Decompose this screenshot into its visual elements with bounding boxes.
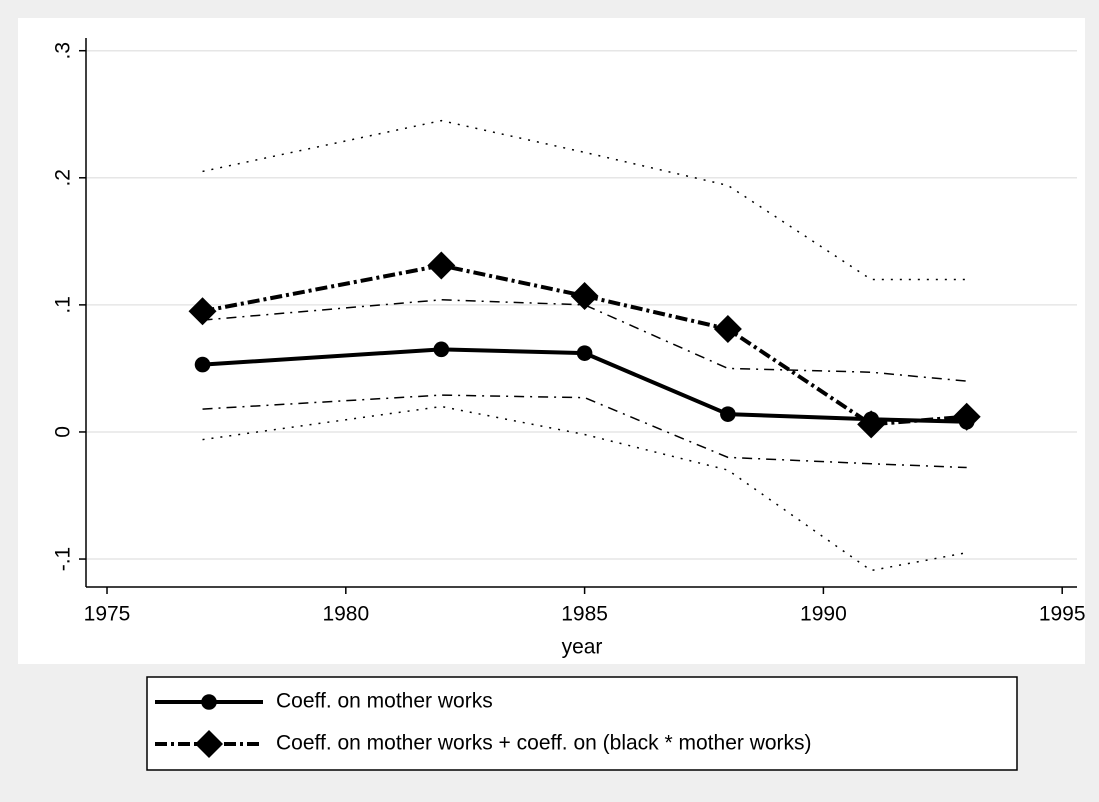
x-tick-label: 1995: [1039, 603, 1086, 626]
y-tick-label: .1: [52, 296, 75, 314]
marker: [576, 345, 593, 361]
marker: [570, 281, 599, 310]
marker: [433, 341, 450, 358]
marker: [194, 356, 211, 373]
graph-region: [18, 18, 1085, 664]
x-tick-label: 1980: [322, 603, 369, 626]
x-tick-label: 1975: [84, 603, 131, 626]
y-tick-label: -.1: [52, 547, 75, 572]
legend-box: [146, 676, 1018, 771]
y-tick-label: 0: [52, 426, 75, 438]
x-tick-label: 1985: [561, 603, 608, 626]
marker: [720, 406, 736, 422]
legend-marker: [195, 730, 223, 758]
marker: [188, 297, 217, 326]
legend-label: Coeff. on mother works: [276, 690, 493, 713]
x-axis-label: year: [562, 636, 603, 659]
y-tick-label: .3: [52, 42, 75, 60]
marker: [713, 315, 742, 344]
series-line: [202, 299, 967, 382]
marker: [952, 402, 981, 431]
legend-label: Coeff. on mother works + coeff. on (blac…: [276, 732, 812, 755]
series-line: [202, 347, 967, 424]
marker: [857, 410, 886, 439]
series-line: [202, 263, 967, 427]
legend-marker: [201, 694, 217, 710]
x-tick-label: 1990: [800, 603, 847, 626]
series-line: [202, 394, 967, 469]
y-tick-label: .2: [52, 169, 75, 187]
marker: [427, 251, 456, 280]
series-line: [202, 405, 967, 572]
